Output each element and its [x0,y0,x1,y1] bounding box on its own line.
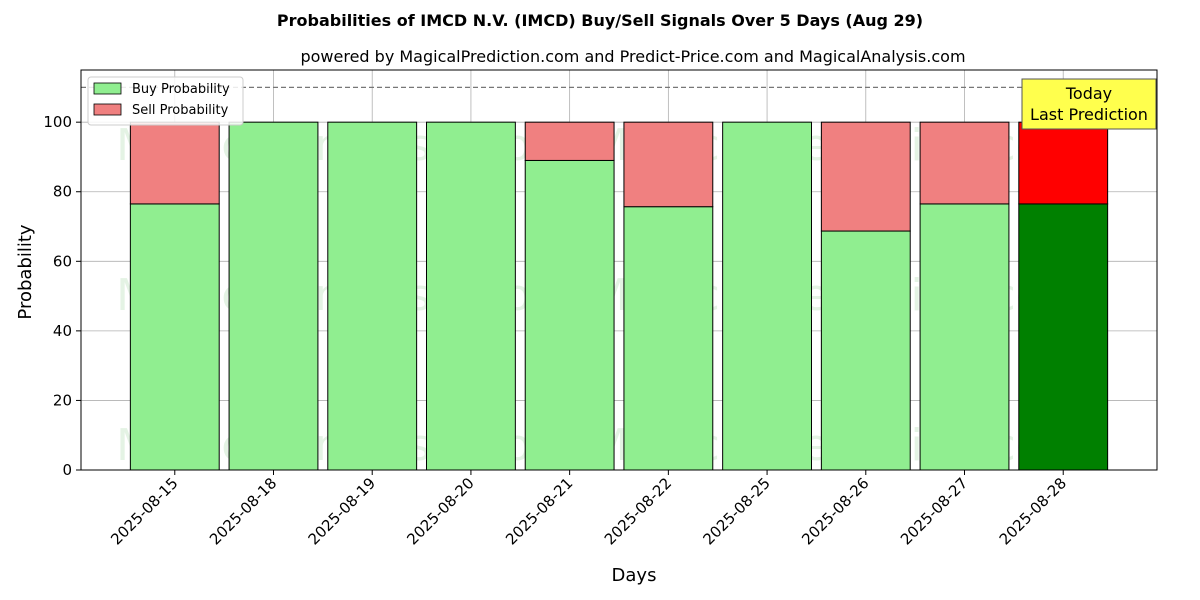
y-axis-ticks: 0 20 40 60 80 100 [43,113,81,479]
x-tick-label: 2025-08-18 [206,474,280,548]
x-tick-label: 2025-08-27 [897,474,971,548]
bar-sell [623,121,714,208]
legend-label-sell: Sell Probability [132,103,229,118]
x-tick-label: 2025-08-20 [403,474,477,548]
bar-buy [228,121,319,471]
legend-swatch-buy [93,82,122,95]
bar-buy [919,203,1010,471]
legend-swatch-sell [93,103,122,116]
bar-buy [129,203,220,471]
legend-box [87,76,244,126]
annotation-box [1021,78,1157,130]
x-tick-label: 2025-08-25 [700,474,774,548]
y-tick-label: 40 [53,322,72,340]
bar-buy [820,230,911,471]
x-tick-label: 2025-08-22 [601,474,675,548]
annotation-line-today: Today [1065,84,1112,103]
x-tick-label: 2025-08-21 [502,474,576,548]
x-tick-label: 2025-08-26 [798,474,872,548]
bar-buy [623,206,714,471]
x-tick-label: 2025-08-28 [996,474,1070,548]
y-tick-label: 80 [53,183,72,201]
bar-buy [722,121,812,471]
x-axis-ticks: 2025-08-15 2025-08-18 2025-08-19 2025-08-20… [107,470,1070,548]
plot-frame [80,69,1158,471]
chart-title: Probabilities of IMCD N.V. (IMCD) Buy/Se… [277,11,923,30]
chart-subtitle: powered by MagicalPrediction.com and Pre… [300,47,965,66]
bar-buy [426,121,516,471]
today-annotation: Today Last Prediction [1021,78,1157,130]
bar-sell [919,121,1010,205]
y-tick-label: 100 [43,113,72,131]
legend-label-buy: Buy Probability [132,82,230,97]
y-tick-label: 60 [53,252,72,270]
bar-sell [129,121,220,205]
bar-sell [524,121,615,161]
bar-buy [1018,203,1109,471]
y-tick-label: 20 [53,391,72,409]
bars-layer [129,121,1109,471]
x-axis-label: Days [612,565,657,586]
y-axis-label: Probability [15,224,36,319]
bar-sell [1018,121,1109,205]
annotation-line-last-prediction: Last Prediction [1030,105,1148,124]
legend: Buy Probability Sell Probability [87,76,244,126]
bar-buy [524,159,615,471]
bar-buy [327,121,418,471]
x-tick-label: 2025-08-15 [107,474,181,548]
y-tick-label: 0 [62,461,72,479]
bar-sell [820,121,911,232]
x-tick-label: 2025-08-19 [305,474,379,548]
